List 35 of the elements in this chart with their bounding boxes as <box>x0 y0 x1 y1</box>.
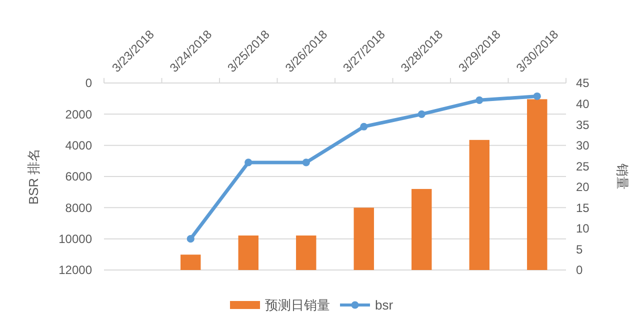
y2-tick-label: 25 <box>576 159 590 174</box>
y2-tick-label: 10 <box>576 222 590 236</box>
y-tick-label: 4000 <box>65 138 92 153</box>
y2-tick-label: 5 <box>576 242 583 256</box>
y-axis-title: BSR 排名 <box>26 148 41 205</box>
legend-label: bsr <box>375 298 394 313</box>
point <box>244 158 252 166</box>
y2-tick-label: 40 <box>576 96 590 111</box>
point <box>302 158 310 166</box>
y-tick-label: 10000 <box>58 232 92 246</box>
bar <box>238 236 258 270</box>
y-tick-label: 12000 <box>58 263 92 278</box>
bar <box>527 99 548 270</box>
y2-tick-label: 15 <box>576 200 590 215</box>
y-tick-label: 8000 <box>65 200 92 215</box>
legend-label: 预测日销量 <box>265 298 330 313</box>
point <box>476 96 484 104</box>
point <box>360 122 368 130</box>
y-tick-label: 0 <box>85 76 92 90</box>
y-tick-label: 2000 <box>65 107 92 122</box>
point <box>418 110 426 118</box>
point <box>533 92 541 100</box>
y2-tick-label: 35 <box>576 118 590 132</box>
bar <box>354 208 374 270</box>
y2-tick-label: 30 <box>576 138 590 153</box>
point <box>186 235 194 243</box>
bar <box>412 188 432 270</box>
y2-tick-label: 0 <box>576 263 583 278</box>
y-tick-label: 6000 <box>65 170 92 184</box>
bar <box>469 140 490 270</box>
y2-tick-label: 45 <box>576 76 590 90</box>
y2-axis-title: 销量 <box>615 162 630 190</box>
bar <box>180 254 201 270</box>
y2-tick-label: 20 <box>576 180 590 194</box>
bar <box>296 236 316 270</box>
